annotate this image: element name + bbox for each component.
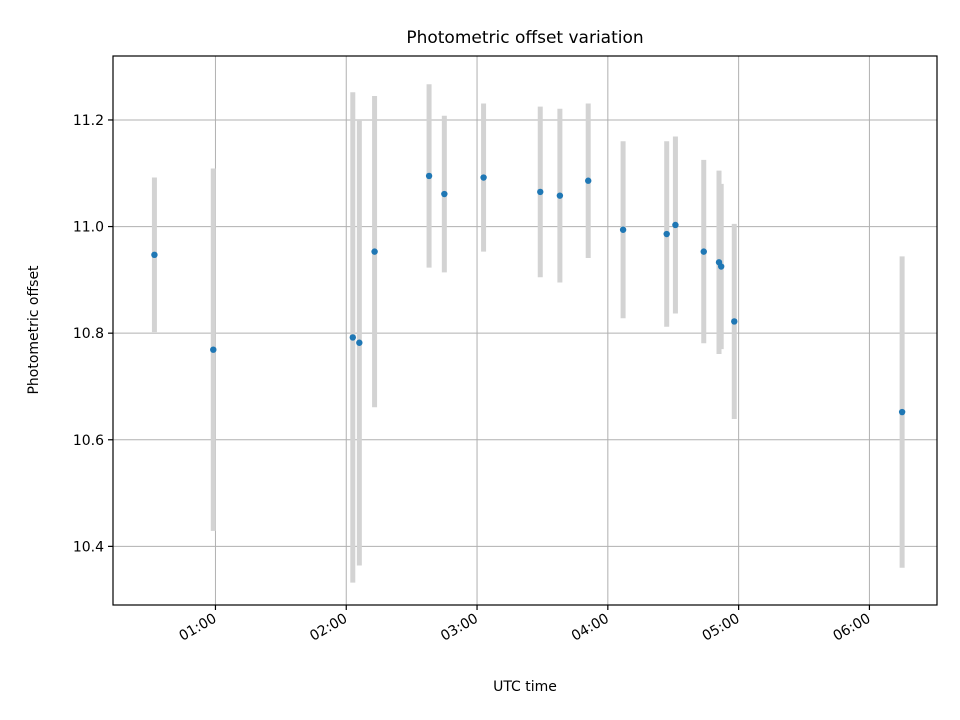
x-tick-label: 01:00 <box>177 611 220 645</box>
plot-frame <box>112 55 938 606</box>
data-point <box>556 192 564 199</box>
point-layer <box>151 172 906 416</box>
y-tick-label: 11.2 <box>73 113 104 129</box>
chart-title: Photometric offset variation <box>406 28 643 48</box>
x-tick-label: 05:00 <box>700 611 743 645</box>
data-point <box>356 339 363 346</box>
y-tick-label: 10.8 <box>73 326 104 342</box>
data-point <box>663 230 670 238</box>
data-point <box>151 251 158 259</box>
data-point <box>210 346 217 353</box>
grid-layer <box>113 56 937 605</box>
x-tick-label: 06:00 <box>830 611 873 645</box>
y-tick-label: 10.6 <box>73 433 104 449</box>
data-point <box>700 248 707 255</box>
y-tick-label: 11.0 <box>73 220 104 236</box>
y-axis-label: Photometric offset <box>26 265 42 395</box>
x-tick-label: 02:00 <box>307 611 350 645</box>
data-point <box>537 188 544 196</box>
tick-layer: 01:00 02:00 03:00 04:00 05:00 06:00 10.4 10.6 10… <box>73 113 874 645</box>
data-point <box>731 318 738 325</box>
data-point <box>717 263 725 270</box>
data-point <box>349 334 356 341</box>
data-point <box>898 408 906 416</box>
data-point <box>619 226 627 233</box>
x-tick-label: 03:00 <box>438 611 481 645</box>
data-point <box>441 190 448 198</box>
data-point <box>480 174 487 181</box>
data-point <box>371 248 378 255</box>
x-tick-label: 04:00 <box>569 611 612 645</box>
data-point <box>585 177 592 184</box>
x-axis-label: UTC time <box>493 679 557 695</box>
y-tick-label: 10.4 <box>73 539 104 555</box>
data-point <box>425 172 433 180</box>
data-point <box>672 221 679 229</box>
